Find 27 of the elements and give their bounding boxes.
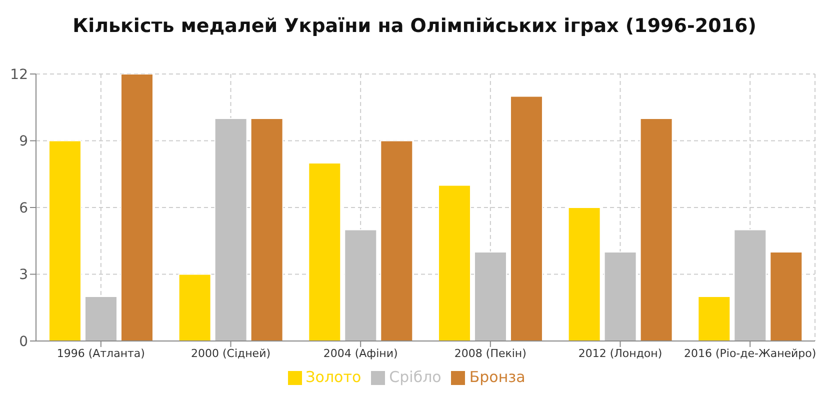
x-tick-label: 2016 (Ріо-де-Жанейро) bbox=[684, 346, 816, 360]
bar bbox=[438, 184, 471, 341]
bar bbox=[178, 274, 212, 341]
x-tick-label: 2008 (Пекін) bbox=[454, 346, 526, 360]
legend-label: Срібло bbox=[389, 368, 442, 386]
y-tick-label: 9 bbox=[19, 134, 28, 150]
bar bbox=[568, 207, 601, 341]
legend-label: Золото bbox=[306, 368, 362, 386]
bar bbox=[380, 140, 414, 341]
bar bbox=[250, 118, 284, 341]
legend-label: Бронза bbox=[469, 368, 526, 386]
y-tick-label: 0 bbox=[19, 334, 28, 350]
y-tick-label: 6 bbox=[19, 200, 28, 216]
y-tick-label: 3 bbox=[19, 267, 28, 284]
bar bbox=[308, 162, 342, 341]
chart-title: Кількість медалей України на Олімпійських іграх (1996-2016) bbox=[72, 14, 758, 39]
bar bbox=[770, 252, 803, 341]
bar bbox=[510, 96, 543, 341]
bar bbox=[48, 140, 82, 341]
x-tick-label: 1996 (Атланта) bbox=[56, 346, 145, 360]
x-tick-label: 2012 (Лондон) bbox=[578, 346, 662, 360]
bar bbox=[698, 296, 731, 341]
bar bbox=[120, 74, 154, 341]
y-tick-label: 12 bbox=[10, 66, 28, 83]
x-tick-label: 2000 (Сідней) bbox=[190, 346, 271, 360]
bar bbox=[640, 118, 673, 341]
x-tick-label: 2004 (Афіни) bbox=[323, 346, 398, 360]
